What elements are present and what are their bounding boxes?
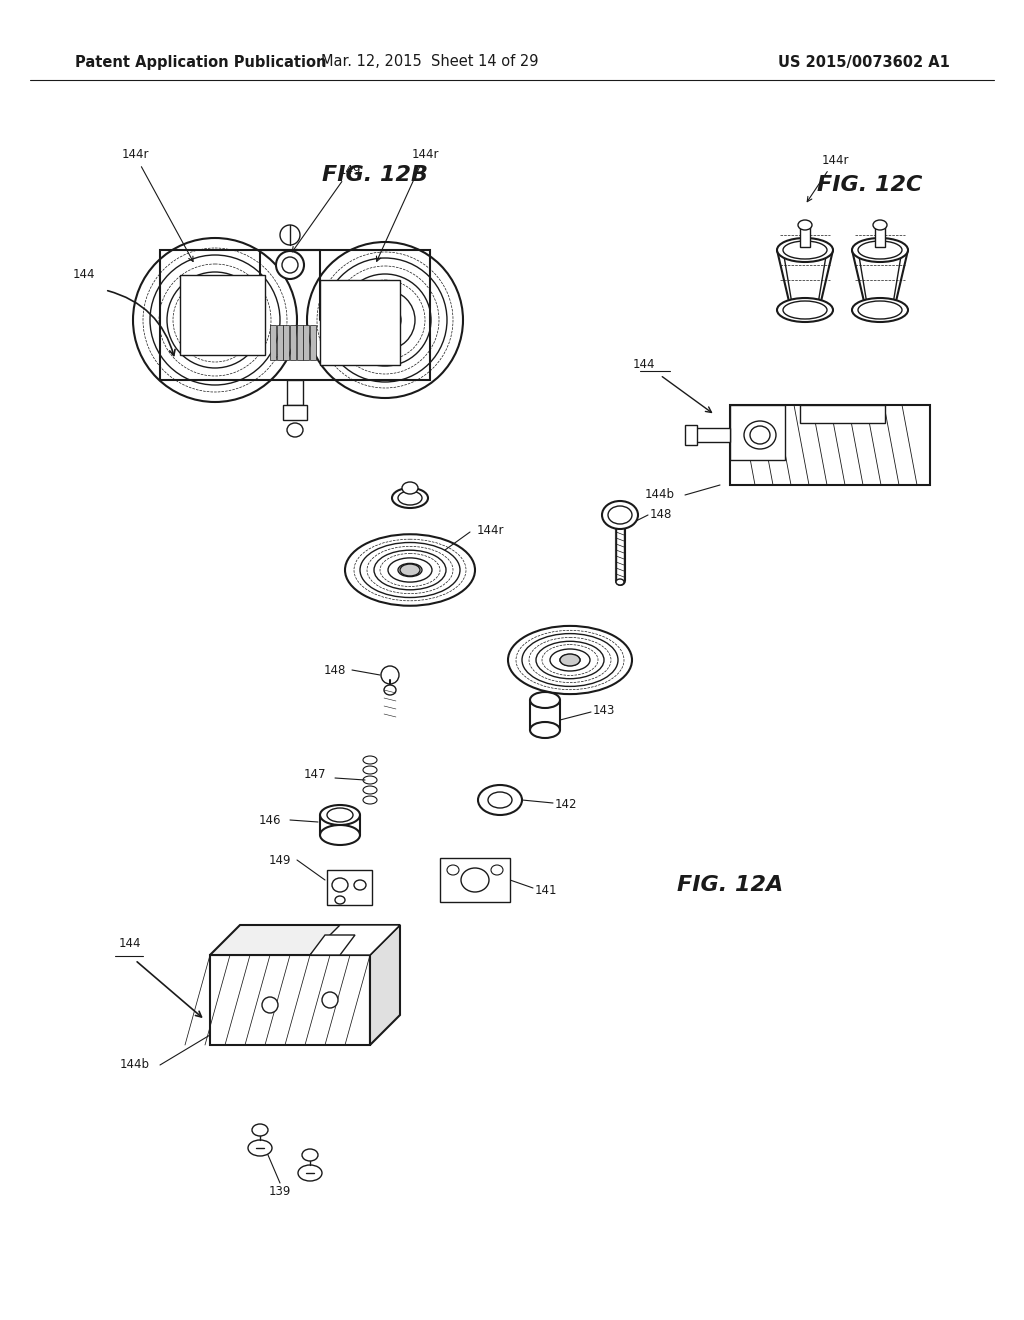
Ellipse shape [282,257,298,273]
Ellipse shape [798,220,812,230]
Polygon shape [210,925,400,954]
Text: 148: 148 [324,664,346,676]
Bar [730,405,785,459]
Bar [297,325,303,360]
Ellipse shape [530,722,560,738]
Ellipse shape [252,1125,268,1137]
Text: 144b: 144b [645,488,675,502]
Text: 144r: 144r [807,153,849,202]
Ellipse shape [262,997,278,1012]
Bar [160,249,430,380]
Bar [730,405,930,484]
Ellipse shape [602,502,638,529]
Text: 141: 141 [535,883,557,896]
Ellipse shape [302,1148,318,1162]
Ellipse shape [560,653,580,667]
Text: 142: 142 [555,799,578,812]
Ellipse shape [319,805,360,825]
Polygon shape [210,954,370,1045]
Bar [695,428,730,442]
Bar [685,425,697,445]
Text: 143: 143 [593,704,615,717]
Ellipse shape [287,422,303,437]
Text: FIG. 12B: FIG. 12B [322,165,428,185]
Text: Mar. 12, 2015  Sheet 14 of 29: Mar. 12, 2015 Sheet 14 of 29 [322,54,539,70]
Ellipse shape [873,220,887,230]
Ellipse shape [322,993,338,1008]
Bar [270,325,276,360]
Text: FIG. 12C: FIG. 12C [817,176,923,195]
Ellipse shape [616,579,624,585]
Text: US 2015/0073602 A1: US 2015/0073602 A1 [778,54,950,70]
Ellipse shape [461,869,489,892]
Ellipse shape [332,878,348,892]
Bar [283,405,307,420]
Bar [319,280,400,366]
Ellipse shape [478,785,522,814]
Ellipse shape [280,224,300,246]
Ellipse shape [384,685,396,696]
Bar [284,325,290,360]
Ellipse shape [319,825,360,845]
Text: 146: 146 [259,813,282,826]
Text: 144r: 144r [377,149,438,261]
Text: Patent Application Publication: Patent Application Publication [75,54,327,70]
Ellipse shape [392,488,428,508]
Text: 144: 144 [633,359,655,371]
Text: 144r: 144r [121,149,194,261]
Bar [310,325,316,360]
Ellipse shape [400,564,420,576]
Ellipse shape [852,238,908,261]
Bar [874,224,885,247]
Ellipse shape [852,298,908,322]
Polygon shape [310,935,355,954]
Ellipse shape [248,1140,272,1156]
Text: 144: 144 [73,268,95,281]
Ellipse shape [750,426,770,444]
Polygon shape [370,925,400,1045]
Text: 148: 148 [650,508,673,521]
Text: 147: 147 [304,768,327,781]
Ellipse shape [381,667,399,684]
Text: FIG. 12A: FIG. 12A [677,875,783,895]
Text: 144b: 144b [120,1059,150,1072]
Polygon shape [310,925,400,954]
Bar [327,870,372,906]
Text: 139: 139 [269,1185,291,1199]
Ellipse shape [777,298,833,322]
Ellipse shape [335,896,345,904]
Ellipse shape [744,421,776,449]
Bar [287,380,303,405]
Bar [290,325,296,360]
Text: 144r: 144r [476,524,504,536]
Ellipse shape [402,482,418,494]
Text: 149: 149 [268,854,291,866]
Ellipse shape [530,692,560,708]
Bar [303,325,309,360]
Text: 149: 149 [292,164,361,252]
Ellipse shape [276,251,304,279]
Bar [800,224,810,247]
Ellipse shape [354,880,366,890]
Ellipse shape [777,238,833,261]
Text: 144: 144 [119,937,141,950]
Bar [440,858,510,902]
Bar [276,325,283,360]
Bar [800,405,885,422]
Bar [180,275,265,355]
Ellipse shape [298,1166,322,1181]
